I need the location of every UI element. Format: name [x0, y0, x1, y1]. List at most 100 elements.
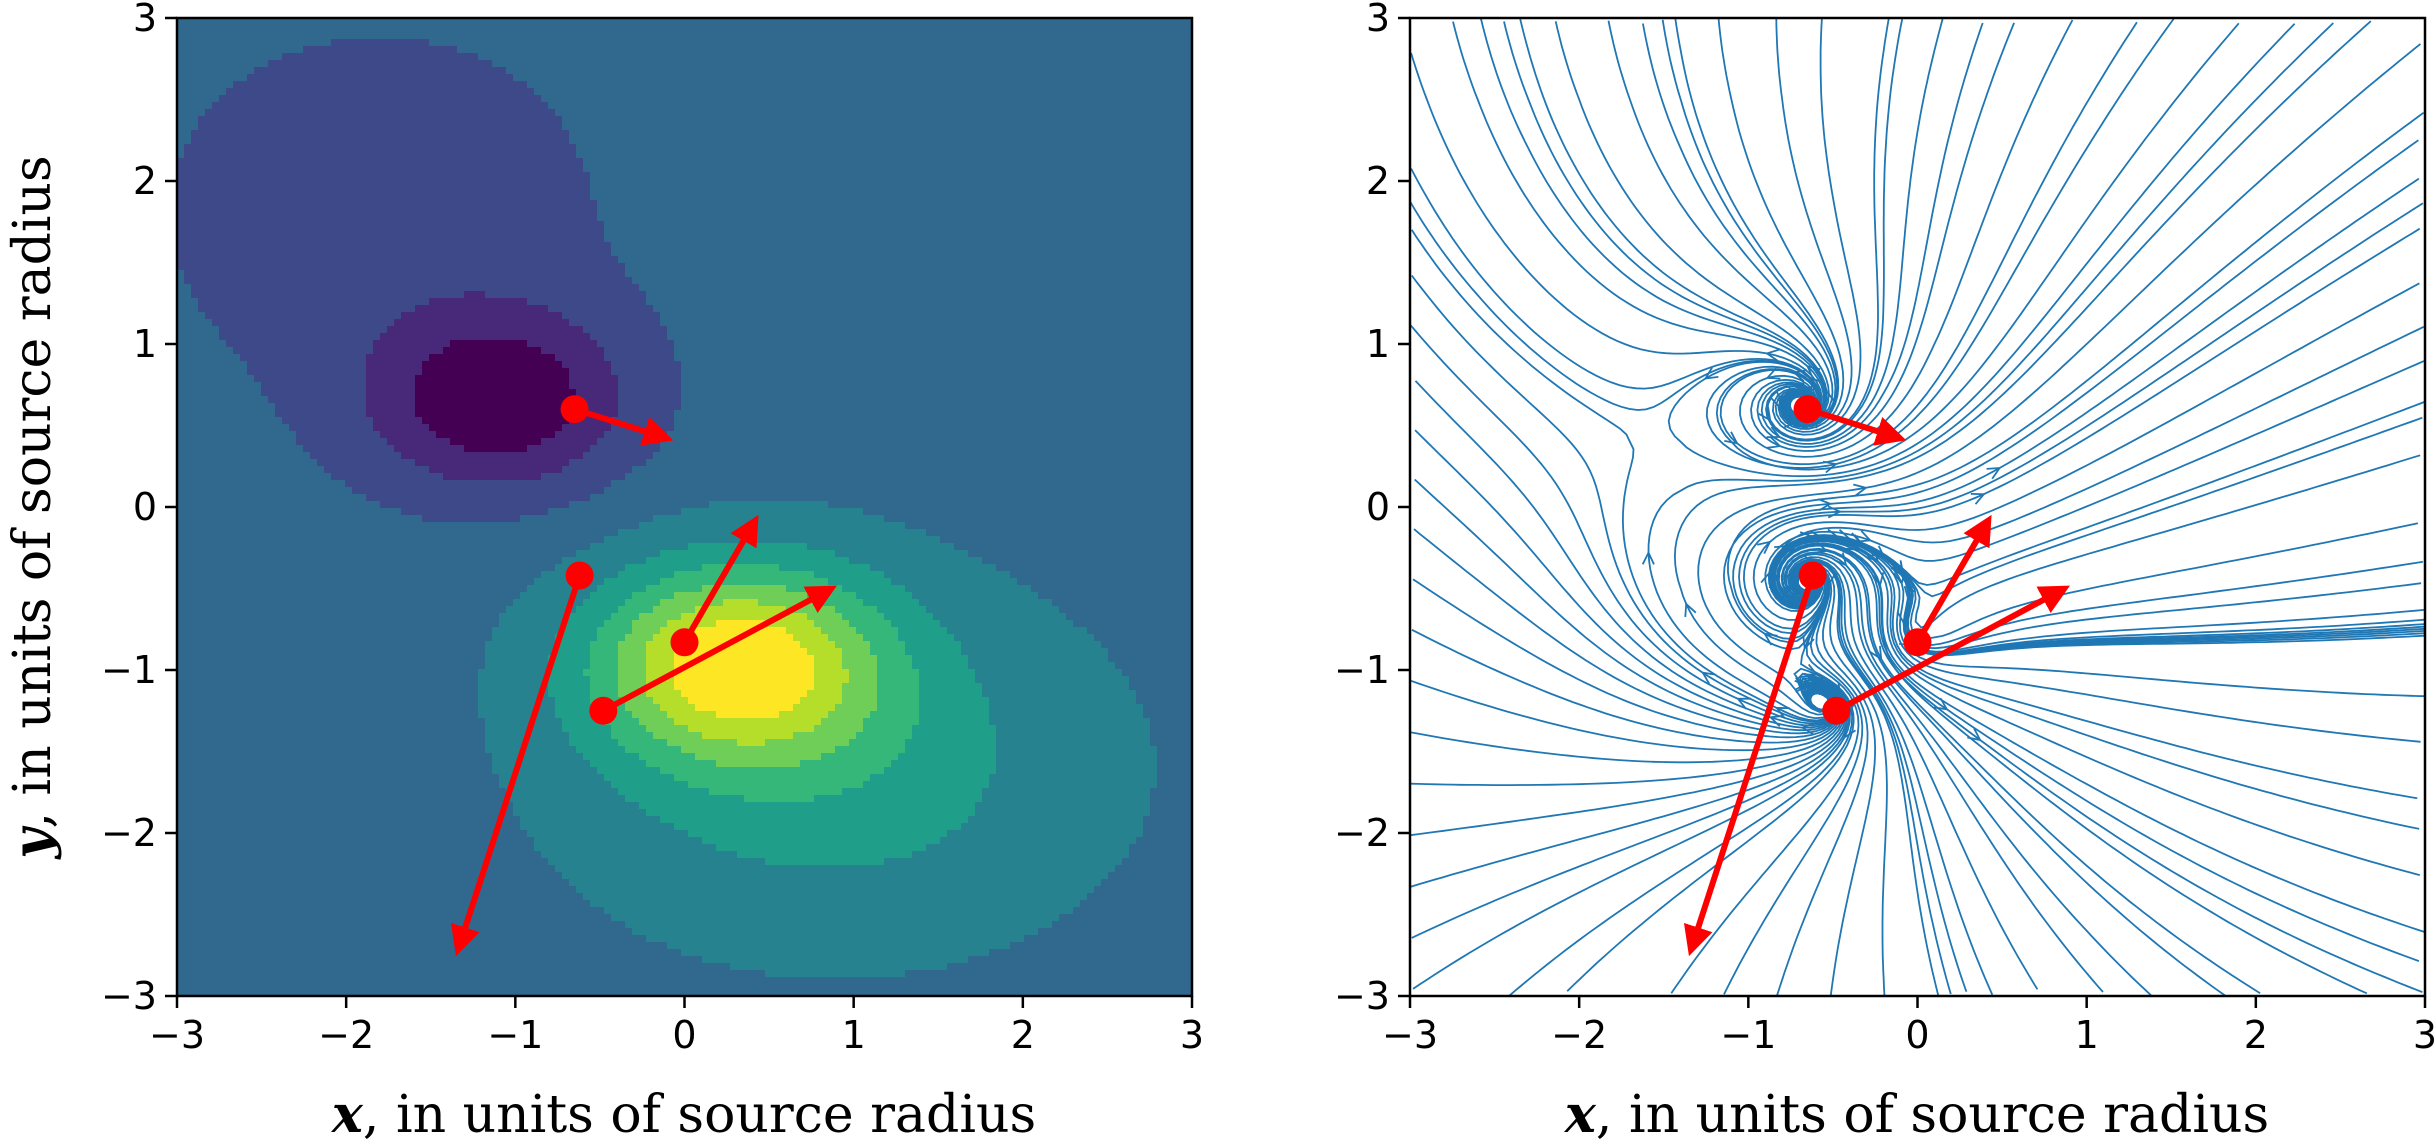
contour-cell — [849, 676, 878, 684]
contour-cell — [660, 767, 885, 775]
contour-cell — [233, 81, 528, 89]
contour-cell — [555, 697, 591, 705]
contour-cell — [639, 284, 1192, 292]
contour-cell — [681, 508, 864, 516]
contour-cell — [387, 438, 451, 446]
contour-cell — [485, 648, 556, 656]
contour-cell — [590, 648, 619, 656]
contour-cell — [674, 774, 871, 782]
contour-cell — [548, 690, 591, 698]
contour-cell — [569, 382, 619, 390]
contour-cell — [681, 382, 1192, 390]
streamline — [1773, 325, 2425, 603]
contour-cell — [569, 739, 619, 747]
contour-cell — [975, 676, 1130, 684]
contour-cell — [1017, 578, 1192, 586]
contour-cell — [1150, 788, 1192, 796]
streamline — [1752, 282, 2420, 621]
streamline-arrowhead — [1822, 460, 1838, 474]
contour-cell — [681, 746, 836, 754]
contour-cell — [590, 690, 619, 698]
contour-cell — [604, 578, 661, 586]
contour-cell — [443, 347, 542, 355]
contour-cell — [177, 746, 486, 754]
contour-cell — [856, 627, 899, 635]
contour-cell — [919, 669, 976, 677]
contour-cell — [541, 95, 1192, 103]
contour-cell — [177, 459, 318, 467]
contour-cell — [177, 690, 479, 698]
contour-cell — [1108, 872, 1192, 880]
contour-cell — [968, 816, 1144, 824]
contour-cell — [366, 354, 430, 362]
contour-cell — [968, 550, 1192, 558]
contour-cell — [485, 655, 549, 663]
contour-cell — [373, 340, 451, 348]
contour-cell — [177, 515, 423, 523]
contour-cell — [366, 396, 416, 404]
contour-cell — [891, 578, 1018, 586]
contour-cell — [807, 648, 843, 656]
contour-cell — [177, 578, 535, 586]
contour-cell — [429, 354, 556, 362]
contour-cell — [191, 130, 570, 138]
contour-cell — [261, 382, 367, 390]
contour-cell — [611, 368, 682, 376]
contour-cell — [520, 816, 661, 824]
contour-cell — [177, 81, 234, 89]
contour-cell — [1108, 648, 1192, 656]
contour-cell — [555, 711, 598, 719]
contour-cell — [177, 53, 283, 61]
contour-cell — [177, 641, 486, 649]
contour-cell — [618, 410, 675, 418]
contour-cell — [604, 536, 941, 544]
streamline-arrowhead — [1784, 415, 1799, 428]
contour-cell — [177, 977, 1192, 985]
x-tick-label: 1 — [2075, 1013, 2099, 1057]
contour-cell — [177, 501, 381, 509]
contour-cell — [1157, 767, 1192, 775]
contour-cell — [422, 361, 563, 369]
contour-cell — [177, 417, 283, 425]
contour-cell — [898, 634, 955, 642]
contour-cell — [646, 557, 850, 565]
contour-cell — [177, 466, 325, 474]
contour-cell — [905, 746, 997, 754]
y-tick-label: 2 — [133, 159, 157, 203]
contour-cell — [646, 809, 976, 817]
contour-cell — [177, 123, 199, 131]
contour-cell — [177, 242, 612, 250]
contour-cell — [177, 669, 479, 677]
contour-cell — [674, 340, 1192, 348]
contour-cell — [814, 655, 843, 663]
contour-cell — [366, 368, 423, 376]
contour-cell — [177, 60, 269, 68]
contour-cell — [1150, 725, 1192, 733]
contour-cell — [562, 872, 1109, 880]
contour-cell — [569, 417, 612, 425]
contour-cell — [506, 788, 619, 796]
contour-cell — [688, 725, 815, 733]
right-y-ticks: −3 −2 −1 0 1 2 3 — [1334, 0, 1410, 1018]
contour-cell — [653, 305, 1192, 313]
contour-cell — [737, 851, 913, 859]
contour-cell — [387, 326, 584, 334]
contour-cell — [625, 270, 1192, 278]
contour-cell — [828, 634, 864, 642]
contour-cell — [681, 641, 801, 649]
contour-cell — [177, 984, 1192, 992]
source-point — [1903, 628, 1932, 657]
contour-cell — [989, 718, 1151, 726]
contour-cell — [597, 585, 647, 593]
streamline — [1742, 227, 2421, 630]
contour-cell — [611, 914, 1060, 922]
contour-cell — [541, 851, 738, 859]
contour-cell — [611, 613, 640, 621]
contour-cell — [177, 207, 598, 215]
contour-cell — [765, 739, 850, 747]
contour-cell — [177, 732, 486, 740]
contour-cell — [814, 571, 885, 579]
contour-cell — [478, 697, 556, 705]
contour-cell — [674, 424, 1192, 432]
contour-cell — [912, 662, 969, 670]
